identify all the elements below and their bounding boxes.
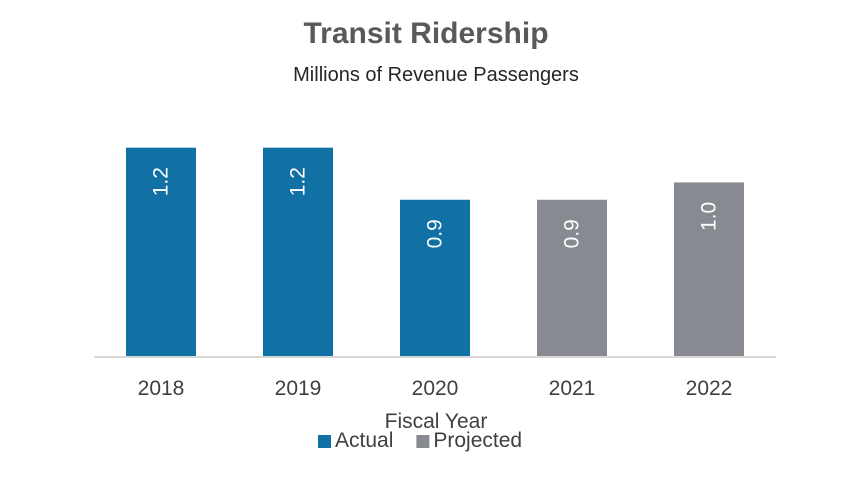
bar-2020 <box>400 199 470 356</box>
x-tick-label-2022: 2022 <box>686 377 733 400</box>
data-label-2021: 0.9 <box>561 219 584 248</box>
legend-swatch-projected <box>416 435 430 448</box>
bar-2019 <box>263 147 333 356</box>
legend-label-projected: Projected <box>433 429 522 452</box>
bar-2021 <box>537 199 607 356</box>
x-tick-label-2021: 2021 <box>549 377 596 400</box>
x-axis-title: Fiscal Year <box>385 410 488 433</box>
legend-swatch-actual <box>318 435 331 448</box>
bar-2022 <box>674 182 744 356</box>
bar-2018 <box>126 147 196 356</box>
x-tick-label-2019: 2019 <box>275 377 322 400</box>
chart-title: Transit Ridership <box>303 17 548 50</box>
x-tick-labels: 2018 2019 2020 2021 2022 <box>138 377 733 400</box>
data-label-2018: 1.2 <box>150 167 173 196</box>
bars-layer <box>126 147 744 356</box>
legend-label-actual: Actual <box>335 429 393 452</box>
x-tick-label-2020: 2020 <box>412 377 459 400</box>
x-tick-label-2018: 2018 <box>138 377 185 400</box>
legend: Actual Projected <box>318 429 522 452</box>
data-labels-layer: 1.2 1.2 0.9 0.9 1.0 <box>150 167 721 248</box>
data-label-2022: 1.0 <box>698 202 721 231</box>
data-label-2019: 1.2 <box>287 167 310 196</box>
chart-subtitle: Millions of Revenue Passengers <box>293 64 579 86</box>
data-label-2020: 0.9 <box>424 219 447 248</box>
